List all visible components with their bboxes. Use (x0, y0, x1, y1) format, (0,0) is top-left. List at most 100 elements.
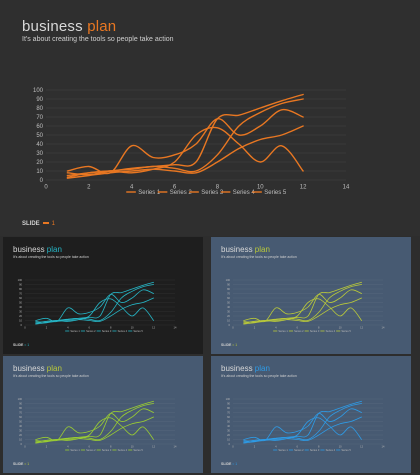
thumbnail-y-tick-label: 80 (19, 406, 22, 410)
thumbnail-series-line-2 (35, 408, 154, 442)
thumbnail-y-tick-label: 10 (227, 437, 230, 441)
slide-title: business plan (22, 18, 116, 35)
y-tick-label: 0 (40, 178, 44, 184)
thumbnail-y-tick-label: 40 (227, 424, 230, 428)
thumbnail-series-line-2 (243, 289, 362, 323)
thumbnail-y-tick-label: 0 (21, 442, 23, 446)
thumbnail-slide-indicator: SLIDE = 1 (13, 343, 29, 347)
thumbnail-y-tick-label: 0 (21, 323, 23, 327)
thumbnail-x-tick-label: 8 (318, 326, 320, 330)
thumbnail-y-tick-label: 60 (227, 415, 230, 419)
slide-thumbnail-4[interactable]: business plan It's about creating the too… (211, 356, 411, 473)
thumbnail-y-tick-label: 90 (227, 401, 230, 405)
y-tick-label: 10 (36, 169, 43, 175)
thumbnail-y-tick-label: 100 (226, 278, 231, 282)
thumbnail-x-tick-label: 0 (232, 445, 234, 449)
thumbnail-legend-label: Series 2 (86, 448, 96, 452)
thumbnail-legend-label: Series 3 (310, 448, 320, 452)
thumbnail-series-line-5 (35, 297, 154, 325)
thumbnail-y-tick-label: 60 (19, 296, 22, 300)
thumbnail-legend-label: Series 3 (310, 329, 320, 333)
thumbnail-x-tick-label: 6 (297, 326, 299, 330)
thumbnail-y-tick-label: 80 (227, 287, 230, 291)
thumbnail-y-tick-label: 40 (227, 305, 230, 309)
thumbnail-legend-label: Series 5 (133, 329, 143, 333)
thumbnail-y-tick-label: 90 (227, 282, 230, 286)
slide-thumbnail-1[interactable]: business plan It's about creating the too… (3, 237, 203, 354)
x-tick-label: 12 (300, 184, 307, 190)
y-tick-label: 30 (36, 151, 43, 157)
slide-thumbnail-3[interactable]: business plan It's about creating the too… (3, 356, 203, 473)
thumbnail-title: business plan (221, 245, 270, 254)
thumbnail-y-tick-label: 90 (19, 401, 22, 405)
thumbnail-legend-label: Series 4 (118, 329, 128, 333)
thumbnail-x-tick-label: 6 (89, 445, 91, 449)
thumbnail-subtitle: It's about creating the tools so people … (221, 374, 297, 378)
thumbnail-legend-label: Series 4 (326, 329, 336, 333)
thumbnail-y-tick-label: 30 (19, 428, 22, 432)
thumbnail-y-tick-label: 80 (227, 406, 230, 410)
thumbnail-title-word-plan: plan (46, 245, 62, 254)
thumbnail-slide-number: = 1 (232, 343, 238, 347)
thumbnail-y-tick-label: 20 (227, 433, 230, 437)
thumbnail-legend-label: Series 1 (278, 329, 288, 333)
thumbnail-y-tick-label: 80 (19, 287, 22, 291)
thumbnail-y-tick-label: 100 (18, 278, 23, 282)
thumbnail-y-tick-label: 20 (227, 314, 230, 318)
slide-number: 1 (51, 221, 56, 227)
thumbnail-y-tick-label: 50 (19, 300, 22, 304)
slide-thumbnail-2[interactable]: business plan It's about creating the too… (211, 237, 411, 354)
thumbnail-y-tick-label: 50 (227, 300, 230, 304)
thumbnail-x-tick-label: 6 (89, 326, 91, 330)
main-line-chart: 0 10 20 30 40 50 60 70 80 90 100 0 2 4 6 8 10 12 14 Series … (33, 88, 350, 196)
thumbnail-x-tick-label: 4 (67, 445, 69, 449)
thumbnail-y-tick-label: 50 (227, 419, 230, 423)
thumbnail-x-tick-label: 14 (382, 326, 385, 330)
thumbnail-slide-indicator: SLIDE = 1 (221, 462, 237, 466)
thumbnail-x-tick-label: 2 (254, 326, 256, 330)
thumbnail-y-tick-label: 70 (19, 291, 22, 295)
y-tick-label: 50 (36, 133, 43, 139)
thumbnail-title-word-business: business (13, 245, 47, 254)
thumbnail-x-tick-label: 12 (152, 326, 155, 330)
thumbnail-x-tick-label: 12 (152, 445, 155, 449)
thumbnail-x-tick-label: 0 (24, 445, 26, 449)
thumbnail-y-tick-label: 60 (19, 415, 22, 419)
y-tick-label: 60 (36, 124, 43, 130)
thumbnail-x-tick-label: 10 (131, 445, 134, 449)
thumbnail-legend-label: Series 3 (102, 448, 112, 452)
thumbnail-y-tick-label: 90 (19, 282, 22, 286)
thumbnail-series-line-4 (243, 284, 362, 323)
thumbnail-slide-label: SLIDE (13, 343, 25, 347)
series-line-5 (66, 125, 304, 179)
thumbnail-series-line-1 (35, 400, 154, 444)
thumbnail-slide-indicator: SLIDE = 1 (221, 343, 237, 347)
thumbnail-x-tick-label: 10 (131, 326, 134, 330)
series-line-2 (66, 108, 304, 175)
thumbnail-y-tick-label: 70 (227, 291, 230, 295)
thumbnail-x-tick-label: 4 (67, 326, 69, 330)
title-word-plan: plan (87, 18, 117, 35)
thumbnail-legend-label: Series 5 (133, 448, 143, 452)
thumbnail-y-tick-label: 50 (19, 419, 22, 423)
thumbnail-x-tick-label: 14 (382, 445, 385, 449)
legend-label: Series 1 (138, 190, 161, 196)
x-tick-label: 6 (173, 184, 177, 190)
thumbnail-legend-label: Series 4 (118, 448, 128, 452)
thumbnail-x-tick-label: 14 (174, 326, 177, 330)
thumbnail-legend-label: Series 4 (326, 448, 336, 452)
thumbnail-slide-label: SLIDE (221, 343, 233, 347)
thumbnail-slide-number: = 1 (232, 462, 238, 466)
thumbnail-series-line-1 (35, 281, 154, 325)
thumbnail-legend-label: Series 2 (86, 329, 96, 333)
thumbnail-series-line-1 (243, 281, 362, 325)
thumbnail-legend-label: Series 2 (294, 329, 304, 333)
thumbnail-legend-label: Series 5 (341, 448, 351, 452)
thumbnail-x-tick-label: 0 (24, 326, 26, 330)
y-tick-label: 100 (33, 88, 44, 94)
x-tick-label: 14 (343, 184, 350, 190)
thumbnail-y-tick-label: 20 (19, 314, 22, 318)
thumbnail-x-tick-label: 8 (110, 326, 112, 330)
